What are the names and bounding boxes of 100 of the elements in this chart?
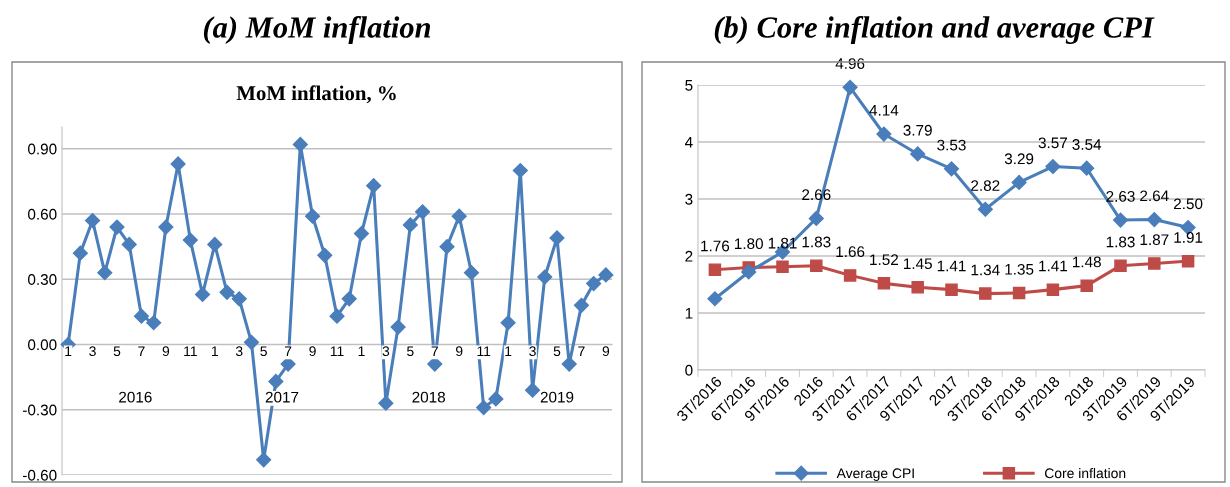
point bbox=[979, 287, 992, 300]
data-label: 1.41 bbox=[937, 260, 966, 272]
x-tick-label: 1 bbox=[358, 346, 365, 356]
y-tick-label: -0.30 bbox=[23, 404, 57, 416]
point bbox=[109, 219, 125, 235]
x-tick-label: 1 bbox=[505, 346, 512, 356]
point bbox=[741, 264, 757, 280]
x-tick-label: 9 bbox=[309, 346, 316, 357]
data-label: 1.83 bbox=[802, 236, 831, 248]
y-tick-label: 1 bbox=[685, 308, 693, 319]
point bbox=[512, 162, 528, 179]
data-label: 2.82 bbox=[971, 180, 1000, 191]
y-tick-label: 4 bbox=[684, 137, 693, 148]
x-tick-label: 3 bbox=[235, 346, 243, 357]
data-label: 1.35 bbox=[1005, 263, 1034, 275]
data-label: 4.96 bbox=[835, 58, 865, 69]
point bbox=[877, 277, 891, 290]
point bbox=[121, 236, 137, 253]
point bbox=[1045, 158, 1061, 175]
x-tick-label: 1 bbox=[65, 346, 72, 356]
data-label: 1.45 bbox=[904, 258, 932, 270]
point bbox=[341, 291, 357, 307]
point bbox=[810, 259, 823, 272]
point bbox=[243, 334, 260, 350]
data-label: 1.87 bbox=[1140, 234, 1169, 246]
legend-label: Average CPI bbox=[836, 468, 914, 481]
data-label: 1.41 bbox=[1039, 260, 1068, 272]
point bbox=[943, 161, 960, 177]
point bbox=[708, 263, 722, 276]
data-label: 3.29 bbox=[1004, 153, 1034, 165]
data-label: 3.53 bbox=[937, 139, 966, 151]
point bbox=[268, 373, 284, 390]
data-label: 1.83 bbox=[1106, 236, 1135, 248]
x-tick-label: 5 bbox=[113, 346, 121, 357]
point bbox=[1146, 211, 1162, 228]
point bbox=[911, 281, 924, 294]
point bbox=[256, 452, 272, 468]
point bbox=[146, 315, 162, 331]
point bbox=[390, 319, 406, 335]
point bbox=[537, 269, 553, 285]
point bbox=[182, 232, 198, 248]
point bbox=[304, 208, 321, 224]
point bbox=[1112, 212, 1129, 228]
data-label: 1.34 bbox=[971, 264, 1000, 276]
x-tick-label: 3 bbox=[382, 346, 390, 357]
point bbox=[366, 178, 382, 194]
point bbox=[353, 226, 370, 242]
y-tick-label: 0.30 bbox=[28, 274, 57, 285]
point bbox=[1046, 283, 1060, 296]
chart-title: (b) Core inflation and average CPI bbox=[714, 15, 1155, 45]
x-tick-label: 5 bbox=[407, 346, 414, 357]
point bbox=[573, 297, 590, 313]
point bbox=[317, 247, 333, 263]
point bbox=[1181, 254, 1195, 268]
point bbox=[1011, 174, 1027, 191]
point bbox=[292, 136, 308, 152]
y-tick-label: 0.90 bbox=[28, 143, 57, 155]
x-tick-label: 7 bbox=[138, 346, 145, 356]
point bbox=[1114, 259, 1127, 272]
data-label: 1.52 bbox=[870, 254, 898, 266]
point bbox=[945, 283, 958, 296]
point bbox=[524, 382, 541, 398]
data-label: 4.14 bbox=[869, 105, 899, 116]
point bbox=[586, 276, 602, 292]
point bbox=[842, 79, 858, 95]
x-tick-label: 7 bbox=[284, 346, 292, 356]
data-label: 3.54 bbox=[1072, 139, 1102, 150]
point bbox=[84, 212, 101, 229]
point bbox=[194, 286, 211, 303]
point bbox=[133, 308, 150, 324]
x-tick-label: 7 bbox=[431, 346, 438, 356]
y-tick-label: 2 bbox=[685, 250, 693, 262]
annotation: 2019 bbox=[540, 391, 574, 403]
point bbox=[977, 201, 993, 217]
point bbox=[219, 284, 235, 300]
x-tick-label: 5 bbox=[553, 346, 561, 357]
point bbox=[808, 210, 824, 226]
point bbox=[1012, 286, 1026, 300]
point bbox=[414, 204, 431, 220]
point bbox=[231, 291, 247, 307]
point bbox=[439, 239, 455, 255]
point bbox=[329, 308, 345, 324]
chart-subtitle: MoM inflation, % bbox=[236, 85, 396, 104]
x-tick-label: 9 bbox=[162, 346, 170, 357]
point bbox=[1148, 257, 1161, 270]
y-tick-label: 0 bbox=[685, 364, 693, 376]
x-tick-label: 9 bbox=[456, 346, 463, 357]
point bbox=[402, 217, 418, 233]
y-tick-label: 0.60 bbox=[28, 208, 57, 220]
point bbox=[500, 315, 516, 331]
chart-title: (a) MoM inflation bbox=[203, 15, 431, 45]
point bbox=[1080, 279, 1093, 292]
data-label: 3.79 bbox=[903, 124, 932, 136]
data-label: 1.91 bbox=[1174, 232, 1203, 243]
point bbox=[463, 265, 480, 281]
point bbox=[170, 156, 186, 172]
data-label: 1.66 bbox=[836, 246, 865, 258]
data-label: 2.64 bbox=[1140, 190, 1169, 202]
data-label: 2.50 bbox=[1174, 198, 1203, 210]
point bbox=[488, 391, 504, 407]
